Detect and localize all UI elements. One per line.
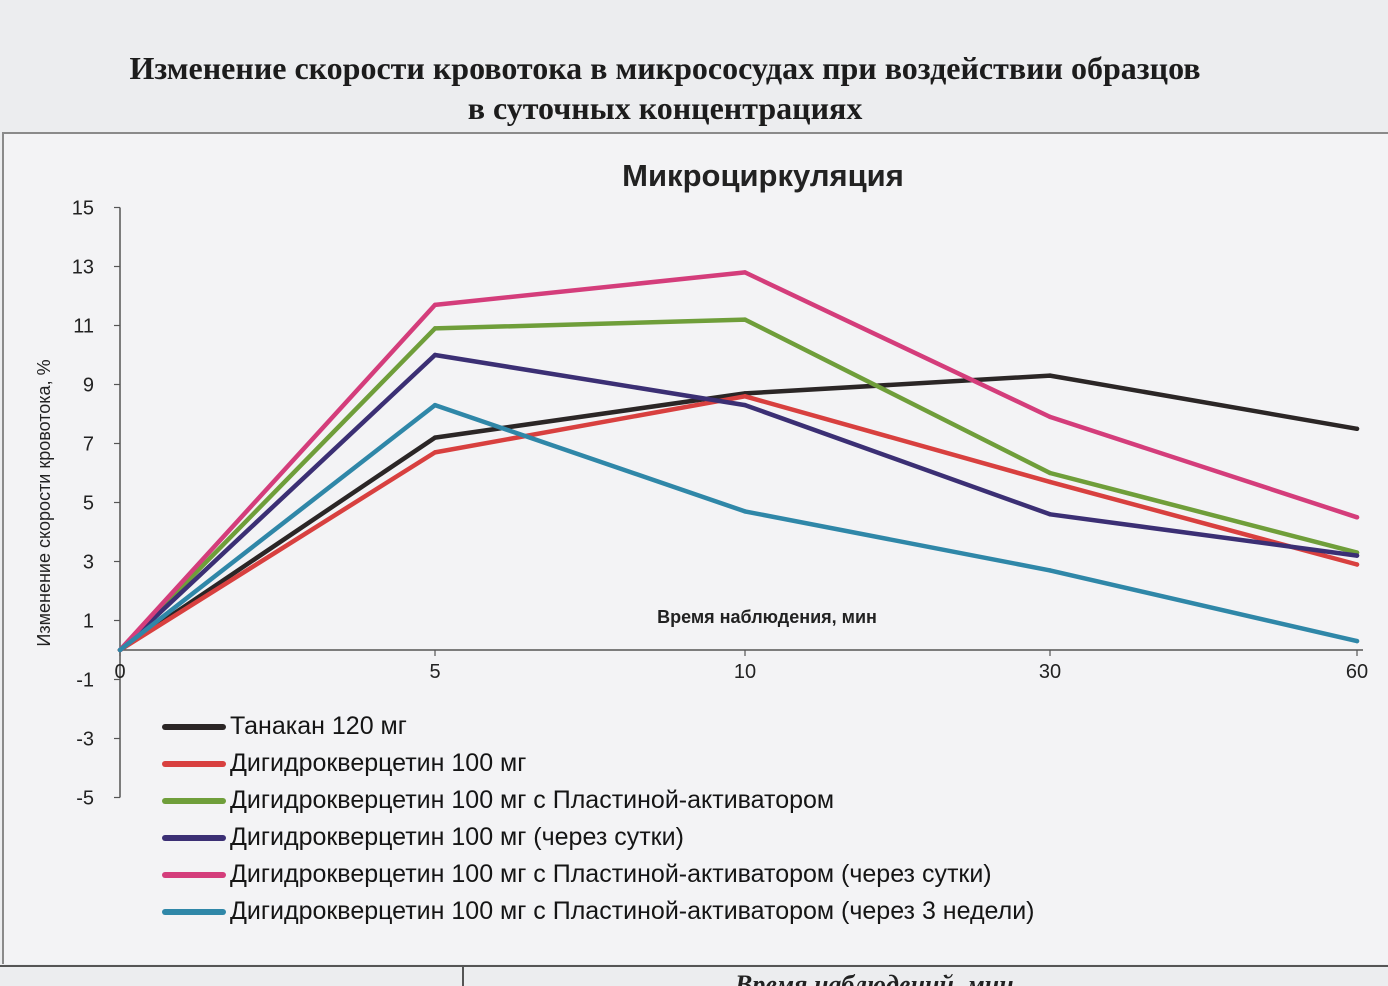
- legend-label: Дигидрокверцетин 100 мг с Пластиной-акти…: [230, 786, 835, 814]
- axes: 15 13 11 9 7 5 3 1 -1 -3 -5 0 5 10 30 60: [72, 198, 1368, 810]
- x-tick-label: 10: [734, 661, 756, 683]
- data-point: [742, 402, 748, 408]
- chart-title: Микроциркуляция: [622, 158, 904, 193]
- y-tick-label: 3: [83, 552, 94, 574]
- bottom-caption-fragment: Время наблюдений, мин: [735, 970, 1014, 986]
- legend-label: Дигидрокверцетин 100 мг (через сутки): [230, 823, 684, 851]
- data-point: [432, 302, 438, 308]
- data-point: [742, 394, 748, 399]
- data-point: [1354, 515, 1360, 520]
- legend-swatch: [162, 908, 226, 915]
- data-point: [1047, 470, 1053, 476]
- legend-swatch: [162, 760, 226, 767]
- data-point: [432, 402, 438, 408]
- data-point: [1354, 553, 1360, 558]
- x-tick-label: 30: [1039, 661, 1061, 683]
- legend-item: Дигидрокверцетин 100 мг с Пластиной-акти…: [162, 856, 1035, 893]
- data-point: [742, 509, 748, 514]
- y-tick-label: 7: [83, 434, 94, 456]
- data-point: [432, 326, 438, 331]
- y-axis-label: Изменение скорости кровотока, %: [34, 359, 54, 646]
- data-point: [1354, 638, 1360, 644]
- x-tick-label: 5: [429, 661, 440, 683]
- data-point: [432, 435, 438, 440]
- data-point: [1047, 568, 1053, 573]
- data-point: [1354, 426, 1360, 431]
- data-point: [1047, 373, 1053, 378]
- data-point: [432, 352, 438, 358]
- bottom-rule: [0, 965, 1388, 967]
- data-point: [742, 270, 748, 275]
- data-point: [1047, 512, 1053, 517]
- series-lines: [117, 270, 1360, 653]
- x-axis-label: Время наблюдения, мин: [657, 607, 877, 627]
- y-tick-label: -3: [76, 729, 94, 751]
- page-title: Изменение скорости кровотока в микрососу…: [0, 48, 1330, 128]
- y-tick-label: 13: [72, 257, 94, 279]
- legend-item: Танакан 120 мг: [162, 708, 1035, 745]
- legend-swatch: [162, 871, 226, 878]
- legend-label: Дигидрокверцетин 100 мг с Пластиной-акти…: [230, 860, 992, 888]
- legend-label: Дигидрокверцетин 100 мг: [230, 749, 527, 777]
- x-tick-label: 60: [1346, 661, 1368, 683]
- y-tick-label: 1: [83, 611, 94, 633]
- data-point: [117, 647, 123, 653]
- x-tick-label: 0: [114, 661, 125, 683]
- y-tick-label: -5: [76, 788, 94, 810]
- y-tick-label: 5: [83, 493, 94, 515]
- legend: Танакан 120 мг Дигидрокверцетин 100 мг Диг…: [162, 708, 1035, 930]
- data-point: [1047, 479, 1053, 485]
- legend-label: Танакан 120 мг: [230, 712, 407, 740]
- chart-frame: [2, 132, 1388, 964]
- y-tick-label: 15: [72, 198, 94, 220]
- legend-swatch: [162, 723, 226, 730]
- legend-swatch: [162, 834, 226, 841]
- data-point: [1047, 414, 1053, 420]
- page-title-line-1: Изменение скорости кровотока в микрососу…: [129, 50, 1201, 86]
- data-point: [432, 450, 438, 455]
- legend-label: Дигидрокверцетин 100 мг с Пластиной-акти…: [230, 897, 1035, 925]
- page-title-line-2: в суточных концентрациях: [467, 90, 863, 126]
- legend-item: Дигидрокверцетин 100 мг (через сутки): [162, 819, 1035, 856]
- y-tick-label: 11: [73, 316, 94, 338]
- legend-item: Дигидрокверцетин 100 мг: [162, 745, 1035, 782]
- y-tick-label: 9: [83, 375, 94, 397]
- data-point: [1354, 562, 1360, 567]
- data-point: [742, 317, 748, 322]
- legend-item: Дигидрокверцетин 100 мг с Пластиной-акти…: [162, 893, 1035, 930]
- legend-swatch: [162, 797, 226, 804]
- bottom-divider: [462, 967, 464, 986]
- legend-item: Дигидрокверцетин 100 мг с Пластиной-акти…: [162, 782, 1035, 819]
- y-tick-label: -1: [76, 670, 94, 692]
